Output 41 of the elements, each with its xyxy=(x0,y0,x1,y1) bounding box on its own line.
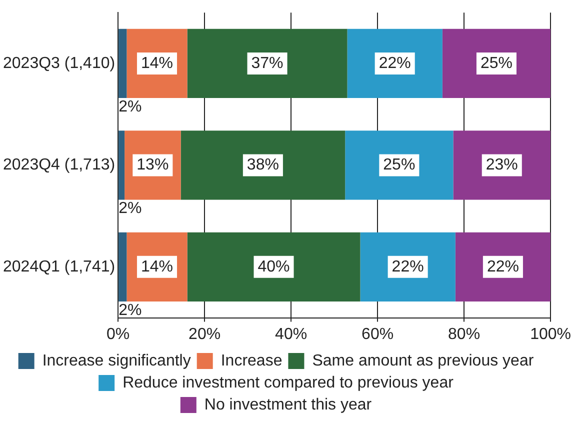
data-label: 22% xyxy=(378,54,411,72)
legend-label: Increase significantly xyxy=(42,352,191,370)
data-label: 22% xyxy=(486,258,519,276)
legend-label: No investment this year xyxy=(204,396,372,414)
data-label: 23% xyxy=(486,156,518,174)
bar xyxy=(187,28,348,98)
bar xyxy=(360,232,456,302)
bar xyxy=(118,232,127,302)
x-tick-label: 80% xyxy=(448,326,480,343)
x-tick-label: 0% xyxy=(106,326,130,343)
bar xyxy=(345,130,454,200)
legend-label: Reduce investment compared to previous year xyxy=(122,374,454,392)
data-label: 22% xyxy=(392,258,424,276)
bar xyxy=(187,232,360,302)
y-tick-label: 2023Q4 (1,713) xyxy=(3,156,116,174)
data-label: 40% xyxy=(258,258,290,276)
data-label: 25% xyxy=(383,156,416,174)
y-tick-label: 2024Q1 (1,741) xyxy=(3,258,116,276)
bar xyxy=(455,232,551,302)
x-tick-label: 100% xyxy=(530,326,571,343)
legend-label: Same amount as previous year xyxy=(312,352,534,370)
x-tick-label: 60% xyxy=(362,326,394,343)
data-label: 13% xyxy=(136,156,169,174)
data-label: 37% xyxy=(251,54,284,72)
data-label: 14% xyxy=(140,258,174,276)
legend-label: Increase xyxy=(220,352,282,370)
x-tick-label: 20% xyxy=(188,326,221,343)
data-label: 14% xyxy=(140,54,174,72)
bar xyxy=(118,28,127,98)
data-label: 2% xyxy=(118,200,142,218)
data-label: 38% xyxy=(246,156,279,174)
data-label: 2% xyxy=(118,302,142,319)
bar xyxy=(118,130,125,200)
x-tick-label: 40% xyxy=(275,326,308,343)
data-label: 2% xyxy=(118,98,142,116)
bar xyxy=(347,28,442,98)
data-label: 25% xyxy=(480,54,512,72)
y-tick-label: 2023Q3 (1,410) xyxy=(3,54,116,72)
bar xyxy=(453,130,551,200)
bar xyxy=(442,28,551,98)
bar xyxy=(180,130,346,200)
